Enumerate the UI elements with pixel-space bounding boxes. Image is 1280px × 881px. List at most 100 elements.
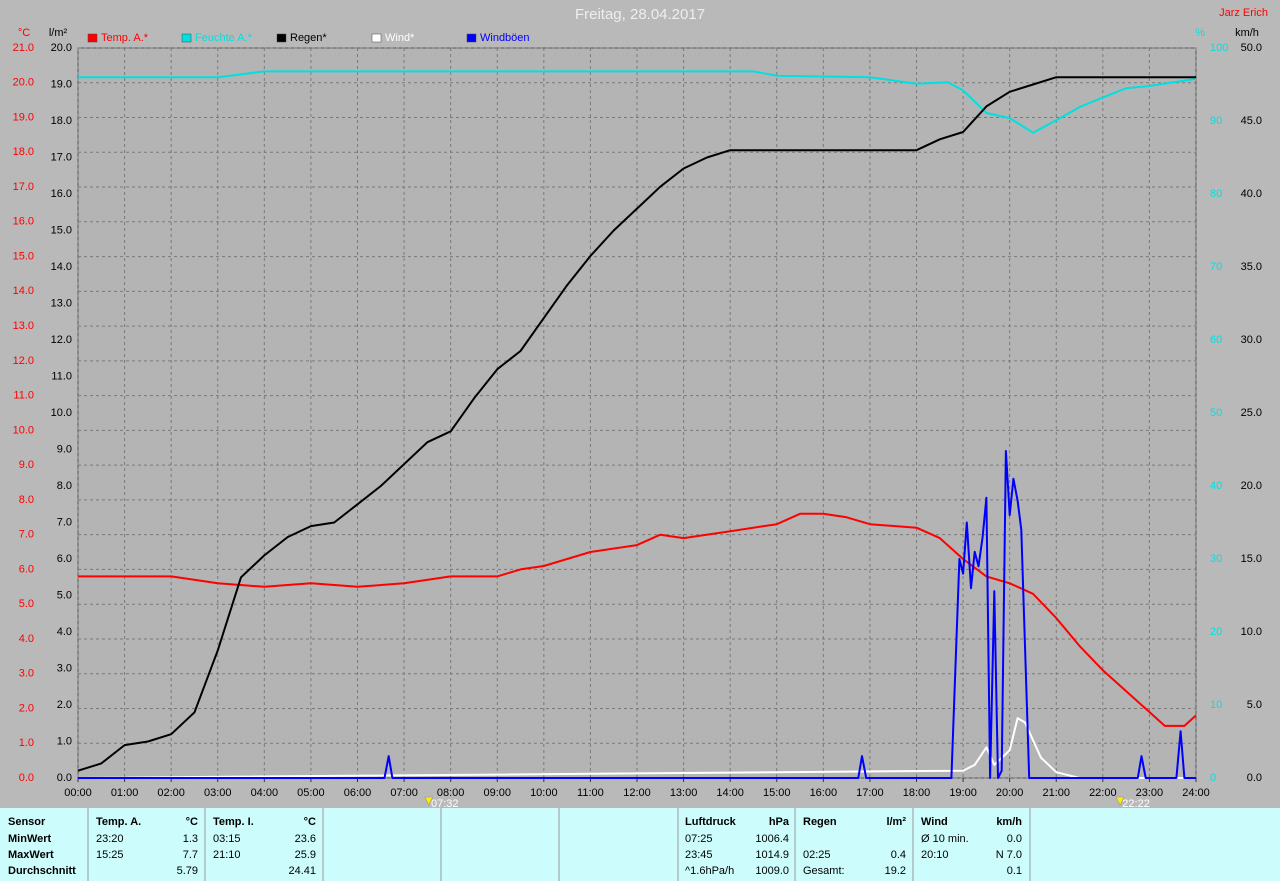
y-tick-label: 5.0 xyxy=(19,598,34,610)
series-line xyxy=(78,450,1196,779)
table-cell: 20:10 xyxy=(921,849,949,861)
y4-tick-label: 5.0 xyxy=(1247,699,1262,711)
station-name: Jarz Erich xyxy=(1219,7,1268,19)
y2-tick-label: 11.0 xyxy=(51,370,72,382)
y3-tick-label: 100 xyxy=(1210,42,1228,54)
y2-tick-label: 17.0 xyxy=(51,151,72,163)
y2-tick-label: 14.0 xyxy=(51,261,72,273)
y-tick-label: 0.0 xyxy=(19,772,34,784)
y-tick-label: 14.0 xyxy=(13,285,34,297)
y4-tick-label: 10.0 xyxy=(1241,626,1262,638)
y2-tick-label: 10.0 xyxy=(51,407,72,419)
y2-tick-label: 12.0 xyxy=(51,334,72,346)
legend-swatch xyxy=(276,33,287,43)
table-cell: Durchschnitt xyxy=(8,865,76,877)
y-tick-label: 6.0 xyxy=(19,563,34,575)
y2-tick-label: 1.0 xyxy=(57,735,72,747)
y3-tick-label: 70 xyxy=(1210,261,1222,273)
y2-tick-label: 9.0 xyxy=(57,443,72,455)
y2-tick-label: 20.0 xyxy=(51,42,72,54)
y-tick-label: 8.0 xyxy=(19,494,34,506)
x-tick-label: 18:00 xyxy=(903,787,931,799)
y4-tick-label: 45.0 xyxy=(1241,115,1262,127)
legend-label: Windböen xyxy=(480,32,530,44)
y3-tick-label: 0 xyxy=(1210,772,1216,784)
y3-tick-label: 80 xyxy=(1210,188,1222,200)
legend-swatch xyxy=(181,33,192,43)
y2-tick-label: 15.0 xyxy=(51,224,72,236)
y2-tick-label: 5.0 xyxy=(57,589,72,601)
y3-tick-label: 10 xyxy=(1210,699,1222,711)
table-cell: 23:20 xyxy=(96,833,124,845)
table-cell: 02:25 xyxy=(803,849,831,861)
x-tick-label: 08:00 xyxy=(437,787,465,799)
y2-tick-label: 16.0 xyxy=(51,188,72,200)
y2-tick-label: 19.0 xyxy=(51,78,72,90)
legend-swatch xyxy=(87,33,98,43)
axis-unit: % xyxy=(1195,27,1205,39)
chart-title: Freitag, 28.04.2017 xyxy=(575,6,705,23)
y-tick-label: 2.0 xyxy=(19,702,34,714)
y4-tick-label: 50.0 xyxy=(1241,42,1262,54)
y2-tick-label: 3.0 xyxy=(57,662,72,674)
table-cell: ^1.6hPa/h xyxy=(685,865,734,877)
y3-tick-label: 60 xyxy=(1210,334,1222,346)
table-cell: 0.0 xyxy=(1007,833,1022,845)
table-cell: l/m² xyxy=(886,816,906,828)
table-cell: 07:25 xyxy=(685,833,713,845)
series-line xyxy=(78,70,1197,134)
legend-label: Feuchte A.* xyxy=(195,32,253,44)
table-cell: 7.7 xyxy=(183,849,198,861)
y4-tick-label: 15.0 xyxy=(1241,553,1262,565)
axis-unit: °C xyxy=(18,27,30,39)
y3-tick-label: 50 xyxy=(1210,407,1222,419)
table-cell: 0.1 xyxy=(1007,865,1022,877)
x-tick-label: 14:00 xyxy=(716,787,744,799)
table-cell: MaxWert xyxy=(8,849,54,861)
x-tick-label: 13:00 xyxy=(670,787,698,799)
y4-tick-label: 20.0 xyxy=(1241,480,1262,492)
table-cell: 1006.4 xyxy=(755,833,789,845)
x-tick-label: 01:00 xyxy=(111,787,139,799)
table-cell: 25.9 xyxy=(295,849,316,861)
y-tick-label: 15.0 xyxy=(13,250,34,262)
table-cell: 23:45 xyxy=(685,849,713,861)
x-tick-label: 16:00 xyxy=(810,787,838,799)
x-tick-label: 15:00 xyxy=(763,787,791,799)
x-tick-label: 11:00 xyxy=(577,787,604,799)
x-tick-label: 05:00 xyxy=(297,787,325,799)
y2-tick-label: 0.0 xyxy=(57,772,72,784)
table-cell: °C xyxy=(186,816,198,828)
table-cell: Sensor xyxy=(8,816,46,828)
series-line xyxy=(77,76,1196,772)
y4-tick-label: 0.0 xyxy=(1247,772,1262,784)
y-tick-label: 18.0 xyxy=(13,146,34,158)
table-cell: 19.2 xyxy=(885,865,906,877)
x-tick-label: 17:00 xyxy=(856,787,884,799)
y-tick-label: 20.0 xyxy=(13,77,34,89)
x-tick-label: 02:00 xyxy=(157,787,185,799)
axis-unit: km/h xyxy=(1235,27,1259,39)
table-cell: Luftdruck xyxy=(685,816,737,828)
series-line xyxy=(78,512,1197,727)
y3-tick-label: 90 xyxy=(1210,115,1222,127)
series-line xyxy=(77,717,1196,779)
sun-marker xyxy=(424,796,434,806)
x-tick-label: 24:00 xyxy=(1182,787,1210,799)
legend-swatch xyxy=(371,33,382,43)
annotation: 22:22 xyxy=(1122,798,1150,810)
y3-tick-label: 30 xyxy=(1210,553,1222,565)
table-cell: 24.41 xyxy=(288,865,316,877)
y-tick-label: 7.0 xyxy=(19,529,34,541)
stats-separators xyxy=(87,808,1031,881)
x-tick-label: 09:00 xyxy=(483,787,511,799)
x-tick-label: 10:00 xyxy=(530,787,558,799)
table-cell: Regen xyxy=(803,816,837,828)
y-tick-label: 10.0 xyxy=(13,424,34,436)
x-tick-label: 21:00 xyxy=(1042,787,1070,799)
x-tick-label: 07:00 xyxy=(390,787,418,799)
y-tick-label: 21.0 xyxy=(13,42,34,54)
table-cell: Ø 10 min. xyxy=(921,833,969,845)
x-tick-label: 22:00 xyxy=(1089,787,1117,799)
